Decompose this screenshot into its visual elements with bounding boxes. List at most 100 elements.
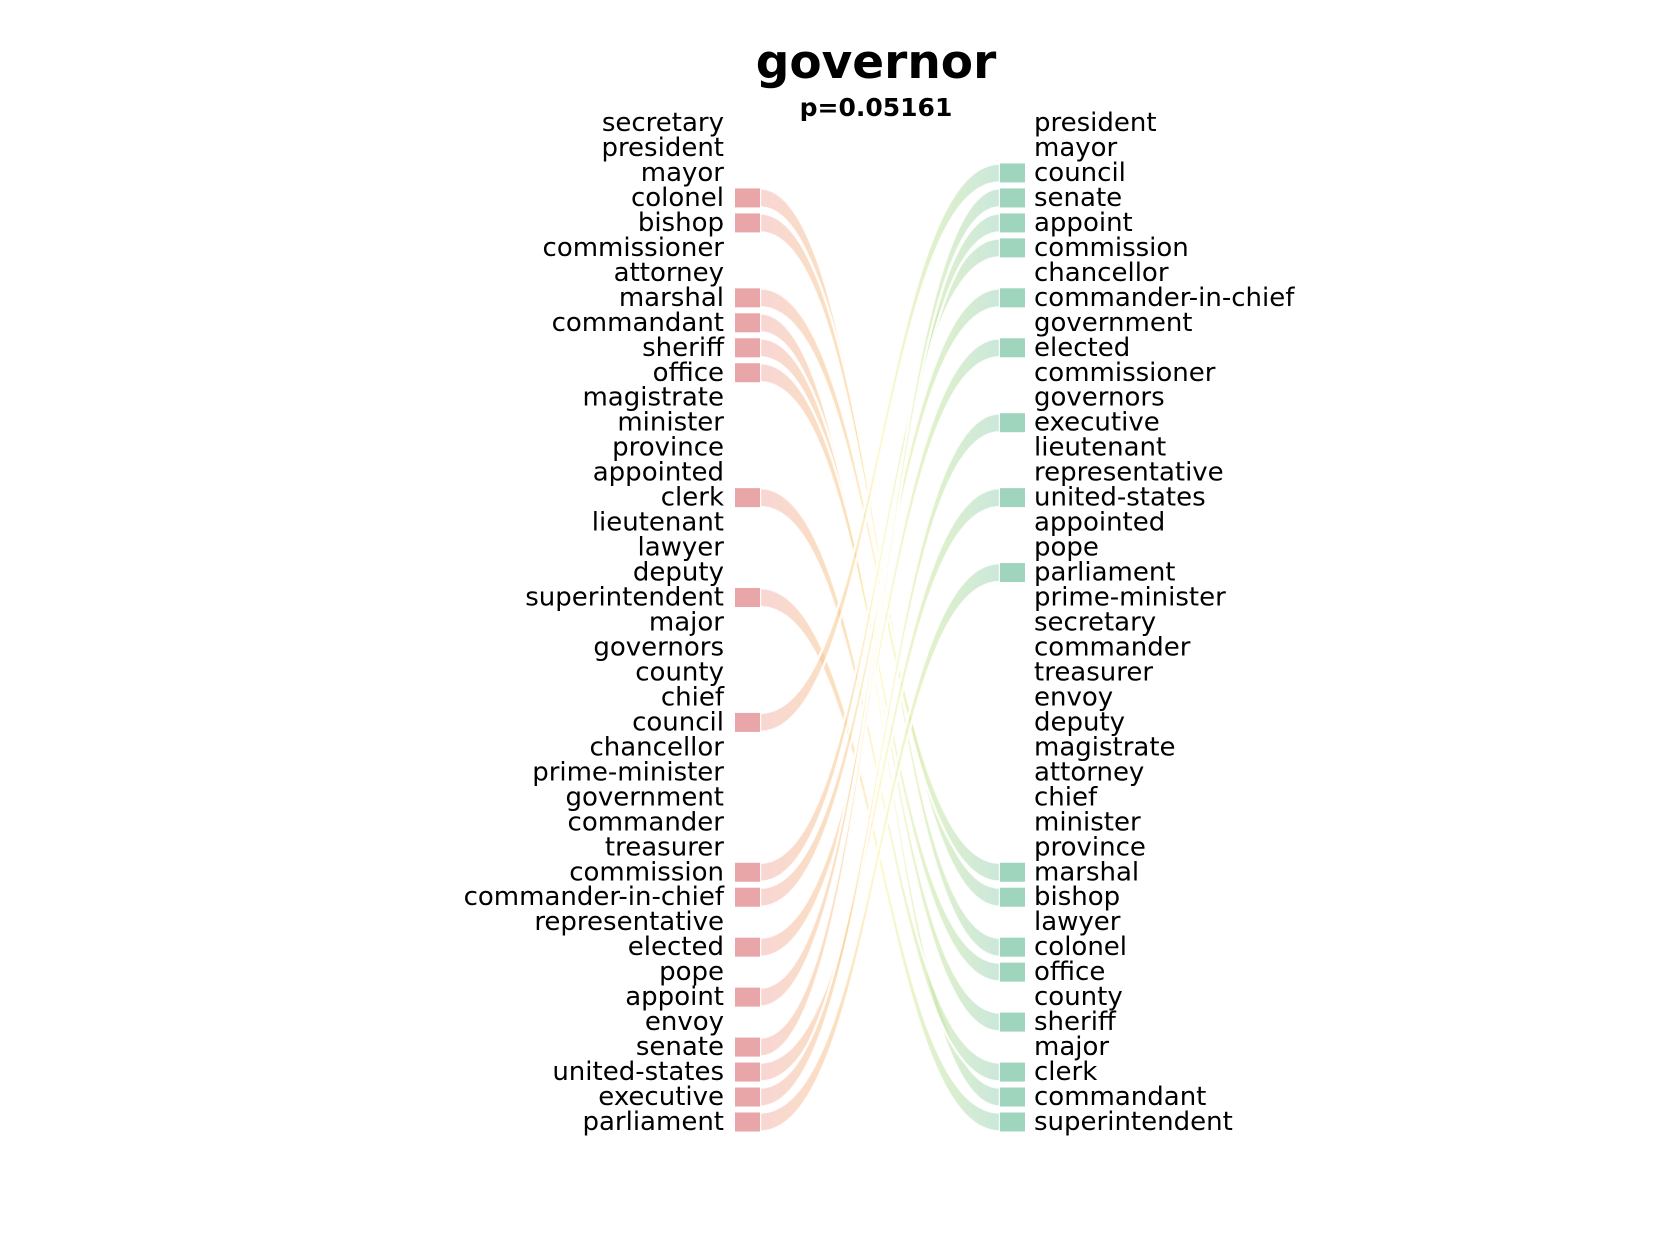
left-label-colonel: colonel: [631, 183, 724, 213]
left-label-commandant: commandant: [552, 308, 724, 338]
right-label-appoint: appoint: [1034, 208, 1133, 238]
right-bar-clerk: [1000, 1062, 1025, 1082]
right-label-colonel: colonel: [1034, 932, 1127, 962]
right-bar-colonel: [1000, 937, 1025, 957]
left-bar-colonel: [735, 188, 760, 208]
right-label-superintendent: superintendent: [1034, 1107, 1233, 1137]
left-label-superintendent: superintendent: [525, 583, 724, 613]
left-label-pope: pope: [659, 957, 724, 987]
right-label-sheriff: sheriff: [1034, 1007, 1117, 1037]
right-bar-commission: [1000, 238, 1025, 258]
left-label-major: major: [649, 608, 724, 638]
right-bar-council: [1000, 163, 1025, 183]
right-label-commandant: commandant: [1034, 1082, 1206, 1112]
right-label-magistrate: magistrate: [1034, 732, 1176, 762]
chart-subtitle: p=0.05161: [800, 93, 953, 122]
right-label-province: province: [1034, 832, 1146, 862]
left-bar-elected: [735, 937, 760, 957]
left-label-clerk: clerk: [661, 483, 724, 513]
right-bar-bishop: [1000, 887, 1025, 907]
right-label-commissioner: commissioner: [1034, 358, 1216, 388]
right-bar-commandant: [1000, 1087, 1025, 1107]
right-bar-superintendent: [1000, 1112, 1025, 1132]
left-bar-commandant: [735, 313, 760, 333]
right-bar-parliament: [1000, 563, 1025, 583]
left-label-prime-minister: prime-minister: [532, 757, 724, 787]
right-label-clerk: clerk: [1034, 1057, 1097, 1087]
right-label-prime-minister: prime-minister: [1034, 583, 1226, 613]
right-bar-marshal: [1000, 862, 1025, 882]
right-label-elected: elected: [1034, 333, 1130, 363]
right-label-secretary: secretary: [1034, 608, 1156, 638]
right-label-deputy: deputy: [1034, 707, 1125, 737]
left-label-county: county: [635, 657, 724, 687]
right-label-attorney: attorney: [1034, 757, 1144, 787]
left-bar-executive: [735, 1087, 760, 1107]
left-label-commissioner: commissioner: [543, 233, 725, 263]
right-label-mayor: mayor: [1034, 133, 1118, 163]
left-bar-superintendent: [735, 588, 760, 608]
left-label-marshal: marshal: [619, 283, 724, 313]
right-label-lieutenant: lieutenant: [1034, 433, 1166, 463]
left-label-envoy: envoy: [645, 1007, 724, 1037]
left-label-executive: executive: [598, 1082, 724, 1112]
right-label-chancellor: chancellor: [1034, 258, 1169, 288]
left-bar-senate: [735, 1037, 760, 1057]
right-bar-united-states: [1000, 488, 1025, 508]
left-bar-appoint: [735, 987, 760, 1007]
right-label-commander-in-chief: commander-in-chief: [1034, 283, 1295, 313]
left-bar-sheriff: [735, 338, 760, 358]
right-label-major: major: [1034, 1032, 1109, 1062]
right-label-minister: minister: [1034, 807, 1141, 837]
right-label-president: president: [1034, 108, 1157, 138]
left-label-treasurer: treasurer: [605, 832, 724, 862]
right-label-treasurer: treasurer: [1034, 657, 1153, 687]
left-label-mayor: mayor: [641, 158, 725, 188]
left-label-secretary: secretary: [602, 108, 724, 138]
right-label-marshal: marshal: [1034, 857, 1139, 887]
left-label-sheriff: sheriff: [642, 333, 725, 363]
left-label-commission: commission: [569, 857, 724, 887]
right-label-office: office: [1034, 957, 1105, 987]
ribbon-group: [758, 162, 1002, 1133]
right-label-commission: commission: [1034, 233, 1189, 263]
left-label-bishop: bishop: [638, 208, 724, 238]
left-label-commander: commander: [568, 807, 725, 837]
left-label-senate: senate: [636, 1032, 724, 1062]
left-label-united-states: united-states: [552, 1057, 724, 1087]
left-bar-clerk: [735, 488, 760, 508]
left-bar-group: [735, 188, 760, 1132]
chart-title: governor: [756, 35, 997, 90]
left-label-magistrate: magistrate: [582, 383, 724, 413]
right-bar-senate: [1000, 188, 1025, 208]
right-label-governors: governors: [1034, 383, 1165, 413]
left-label-appointed: appointed: [593, 458, 724, 488]
right-bar-commander-in-chief: [1000, 288, 1025, 308]
left-label-commander-in-chief: commander-in-chief: [464, 882, 725, 912]
left-label-representative: representative: [534, 907, 724, 937]
right-label-government: government: [1034, 308, 1193, 338]
right-label-united-states: united-states: [1034, 483, 1206, 513]
left-label-government: government: [565, 782, 724, 812]
left-label-parliament: parliament: [582, 1107, 724, 1137]
left-label-minister: minister: [617, 408, 724, 438]
left-bar-council: [735, 712, 760, 732]
left-bar-office: [735, 363, 760, 383]
right-bar-executive: [1000, 413, 1025, 433]
right-label-lawyer: lawyer: [1034, 907, 1121, 937]
left-label-deputy: deputy: [633, 558, 724, 588]
left-label-president: president: [601, 133, 724, 163]
left-label-appoint: appoint: [625, 982, 724, 1012]
left-bar-commission: [735, 862, 760, 882]
left-label-attorney: attorney: [614, 258, 724, 288]
left-label-chancellor: chancellor: [589, 732, 724, 762]
right-label-envoy: envoy: [1034, 682, 1113, 712]
left-bar-bishop: [735, 213, 760, 233]
right-bar-elected: [1000, 338, 1025, 358]
right-label-commander: commander: [1034, 632, 1191, 662]
right-label-senate: senate: [1034, 183, 1122, 213]
left-label-elected: elected: [628, 932, 724, 962]
left-label-province: province: [612, 433, 724, 463]
left-label-lieutenant: lieutenant: [592, 508, 724, 538]
